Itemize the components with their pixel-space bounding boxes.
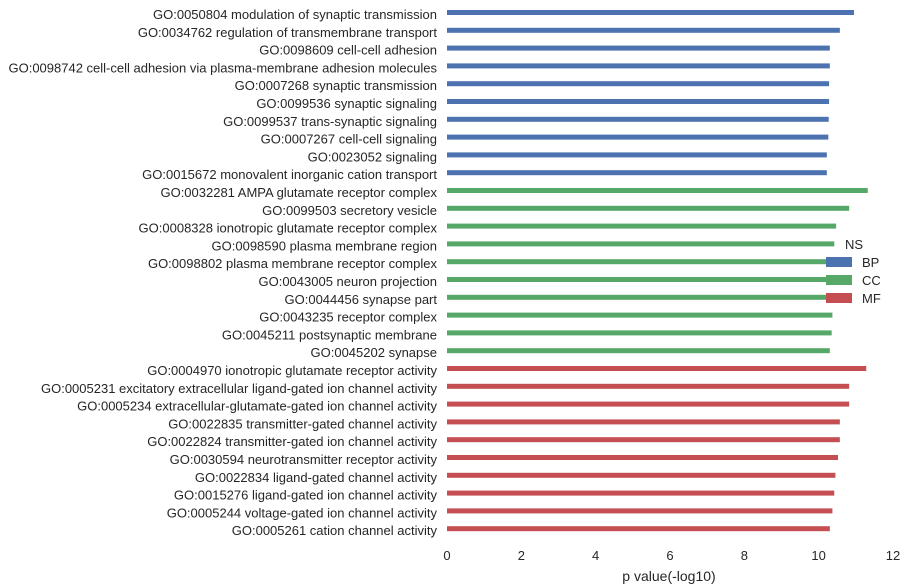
bar-mf xyxy=(447,366,867,371)
bar-cc xyxy=(447,205,850,211)
legend: NS BP CC MF xyxy=(826,237,881,306)
bar-mf xyxy=(447,508,833,514)
bar-mf xyxy=(447,490,835,496)
legend-swatch-bp xyxy=(826,257,852,267)
category-label: GO:0098609 cell-cell adhesion xyxy=(259,43,437,58)
category-label: GO:0005261 cation channel activity xyxy=(232,523,438,538)
x-tick-label: 6 xyxy=(666,548,673,563)
category-label: GO:0007268 synaptic transmission xyxy=(235,78,437,93)
bar-mf xyxy=(447,437,840,443)
bar-mf xyxy=(447,419,840,425)
category-label: GO:0098802 plasma membrane receptor comp… xyxy=(148,256,438,271)
bars-layer xyxy=(447,10,868,532)
bar-bp xyxy=(447,81,830,87)
category-label: GO:0005231 excitatory extracellular liga… xyxy=(41,381,438,396)
bar-bp xyxy=(447,10,854,15)
bar-bp xyxy=(447,99,830,104)
category-label: GO:0045202 synapse xyxy=(311,345,437,360)
x-tick-label: 12 xyxy=(886,548,900,563)
category-label: GO:0008328 ionotropic glutamate receptor… xyxy=(139,221,438,236)
category-label: GO:0015276 ligand-gated ion channel acti… xyxy=(174,488,438,503)
bar-mf xyxy=(447,526,830,532)
category-label: GO:0098742 cell-cell adhesion via plasma… xyxy=(8,60,437,75)
category-label: GO:0022824 transmitter-gated ion channel… xyxy=(147,434,437,449)
bar-bp xyxy=(447,152,827,158)
category-label: GO:0004970 ionotropic glutamate receptor… xyxy=(147,363,437,378)
legend-label-bp: BP xyxy=(862,255,879,270)
category-label: GO:0023052 signaling xyxy=(308,149,437,164)
legend-swatch-cc xyxy=(826,275,852,285)
bar-mf xyxy=(447,401,850,407)
category-label: GO:0005234 extracellular-glutamate-gated… xyxy=(77,399,437,414)
category-label: GO:0022835 transmitter-gated channel act… xyxy=(168,416,437,431)
category-label: GO:0015672 monovalent inorganic cation t… xyxy=(142,167,437,182)
bar-cc xyxy=(447,277,834,282)
x-tick-label: 10 xyxy=(811,548,825,563)
bar-cc xyxy=(447,241,835,247)
bar-bp xyxy=(447,27,840,33)
category-label: GO:0043235 receptor complex xyxy=(259,310,437,325)
bar-bp xyxy=(447,134,829,140)
category-label: GO:0099536 synaptic signaling xyxy=(256,96,437,111)
bar-cc xyxy=(447,312,833,318)
legend-label-cc: CC xyxy=(862,273,881,288)
category-label: GO:0005244 voltage-gated ion channel act… xyxy=(167,505,438,520)
bar-bp xyxy=(447,45,830,51)
x-axis: 0 2 4 6 8 10 12 xyxy=(443,548,900,563)
legend-label-mf: MF xyxy=(862,291,881,306)
x-tick-label: 0 xyxy=(443,548,450,563)
bar-cc xyxy=(447,188,868,193)
category-label: GO:0043005 neuron projection xyxy=(258,274,437,289)
x-tick-label: 2 xyxy=(518,548,525,563)
bar-bp xyxy=(447,116,829,122)
bar-cc xyxy=(447,330,832,336)
x-tick-label: 4 xyxy=(592,548,599,563)
category-label: GO:0007267 cell-cell signaling xyxy=(261,132,437,147)
bar-mf xyxy=(447,383,850,389)
category-label: GO:0022834 ligand-gated channel activity xyxy=(195,470,438,485)
category-labels: GO:0050804 modulation of synaptic transm… xyxy=(8,7,437,538)
bar-cc xyxy=(447,348,830,354)
category-label: GO:0034762 regulation of transmembrane t… xyxy=(138,25,438,40)
bar-mf xyxy=(447,455,838,460)
category-label: GO:0050804 modulation of synaptic transm… xyxy=(153,7,437,22)
bar-cc xyxy=(447,294,834,300)
x-axis-title: p value(-log10) xyxy=(622,568,715,584)
x-tick-label: 8 xyxy=(741,548,748,563)
bar-cc xyxy=(447,259,835,265)
category-label: GO:0044456 synapse part xyxy=(285,292,438,307)
category-label: GO:0032281 AMPA glutamate receptor compl… xyxy=(160,185,437,200)
legend-swatch-mf xyxy=(826,293,852,303)
bar-bp xyxy=(447,170,827,176)
legend-title: NS xyxy=(845,237,863,252)
category-label: GO:0099503 secretory vesicle xyxy=(262,203,437,218)
category-label: GO:0030594 neurotransmitter receptor act… xyxy=(170,452,438,467)
bar-bp xyxy=(447,63,830,69)
category-label: GO:0045211 postsynaptic membrane xyxy=(222,327,437,342)
category-label: GO:0098590 plasma membrane region xyxy=(212,238,437,253)
bar-cc xyxy=(447,223,837,229)
bar-mf xyxy=(447,472,836,478)
category-label: GO:0099537 trans-synaptic signaling xyxy=(223,114,437,129)
